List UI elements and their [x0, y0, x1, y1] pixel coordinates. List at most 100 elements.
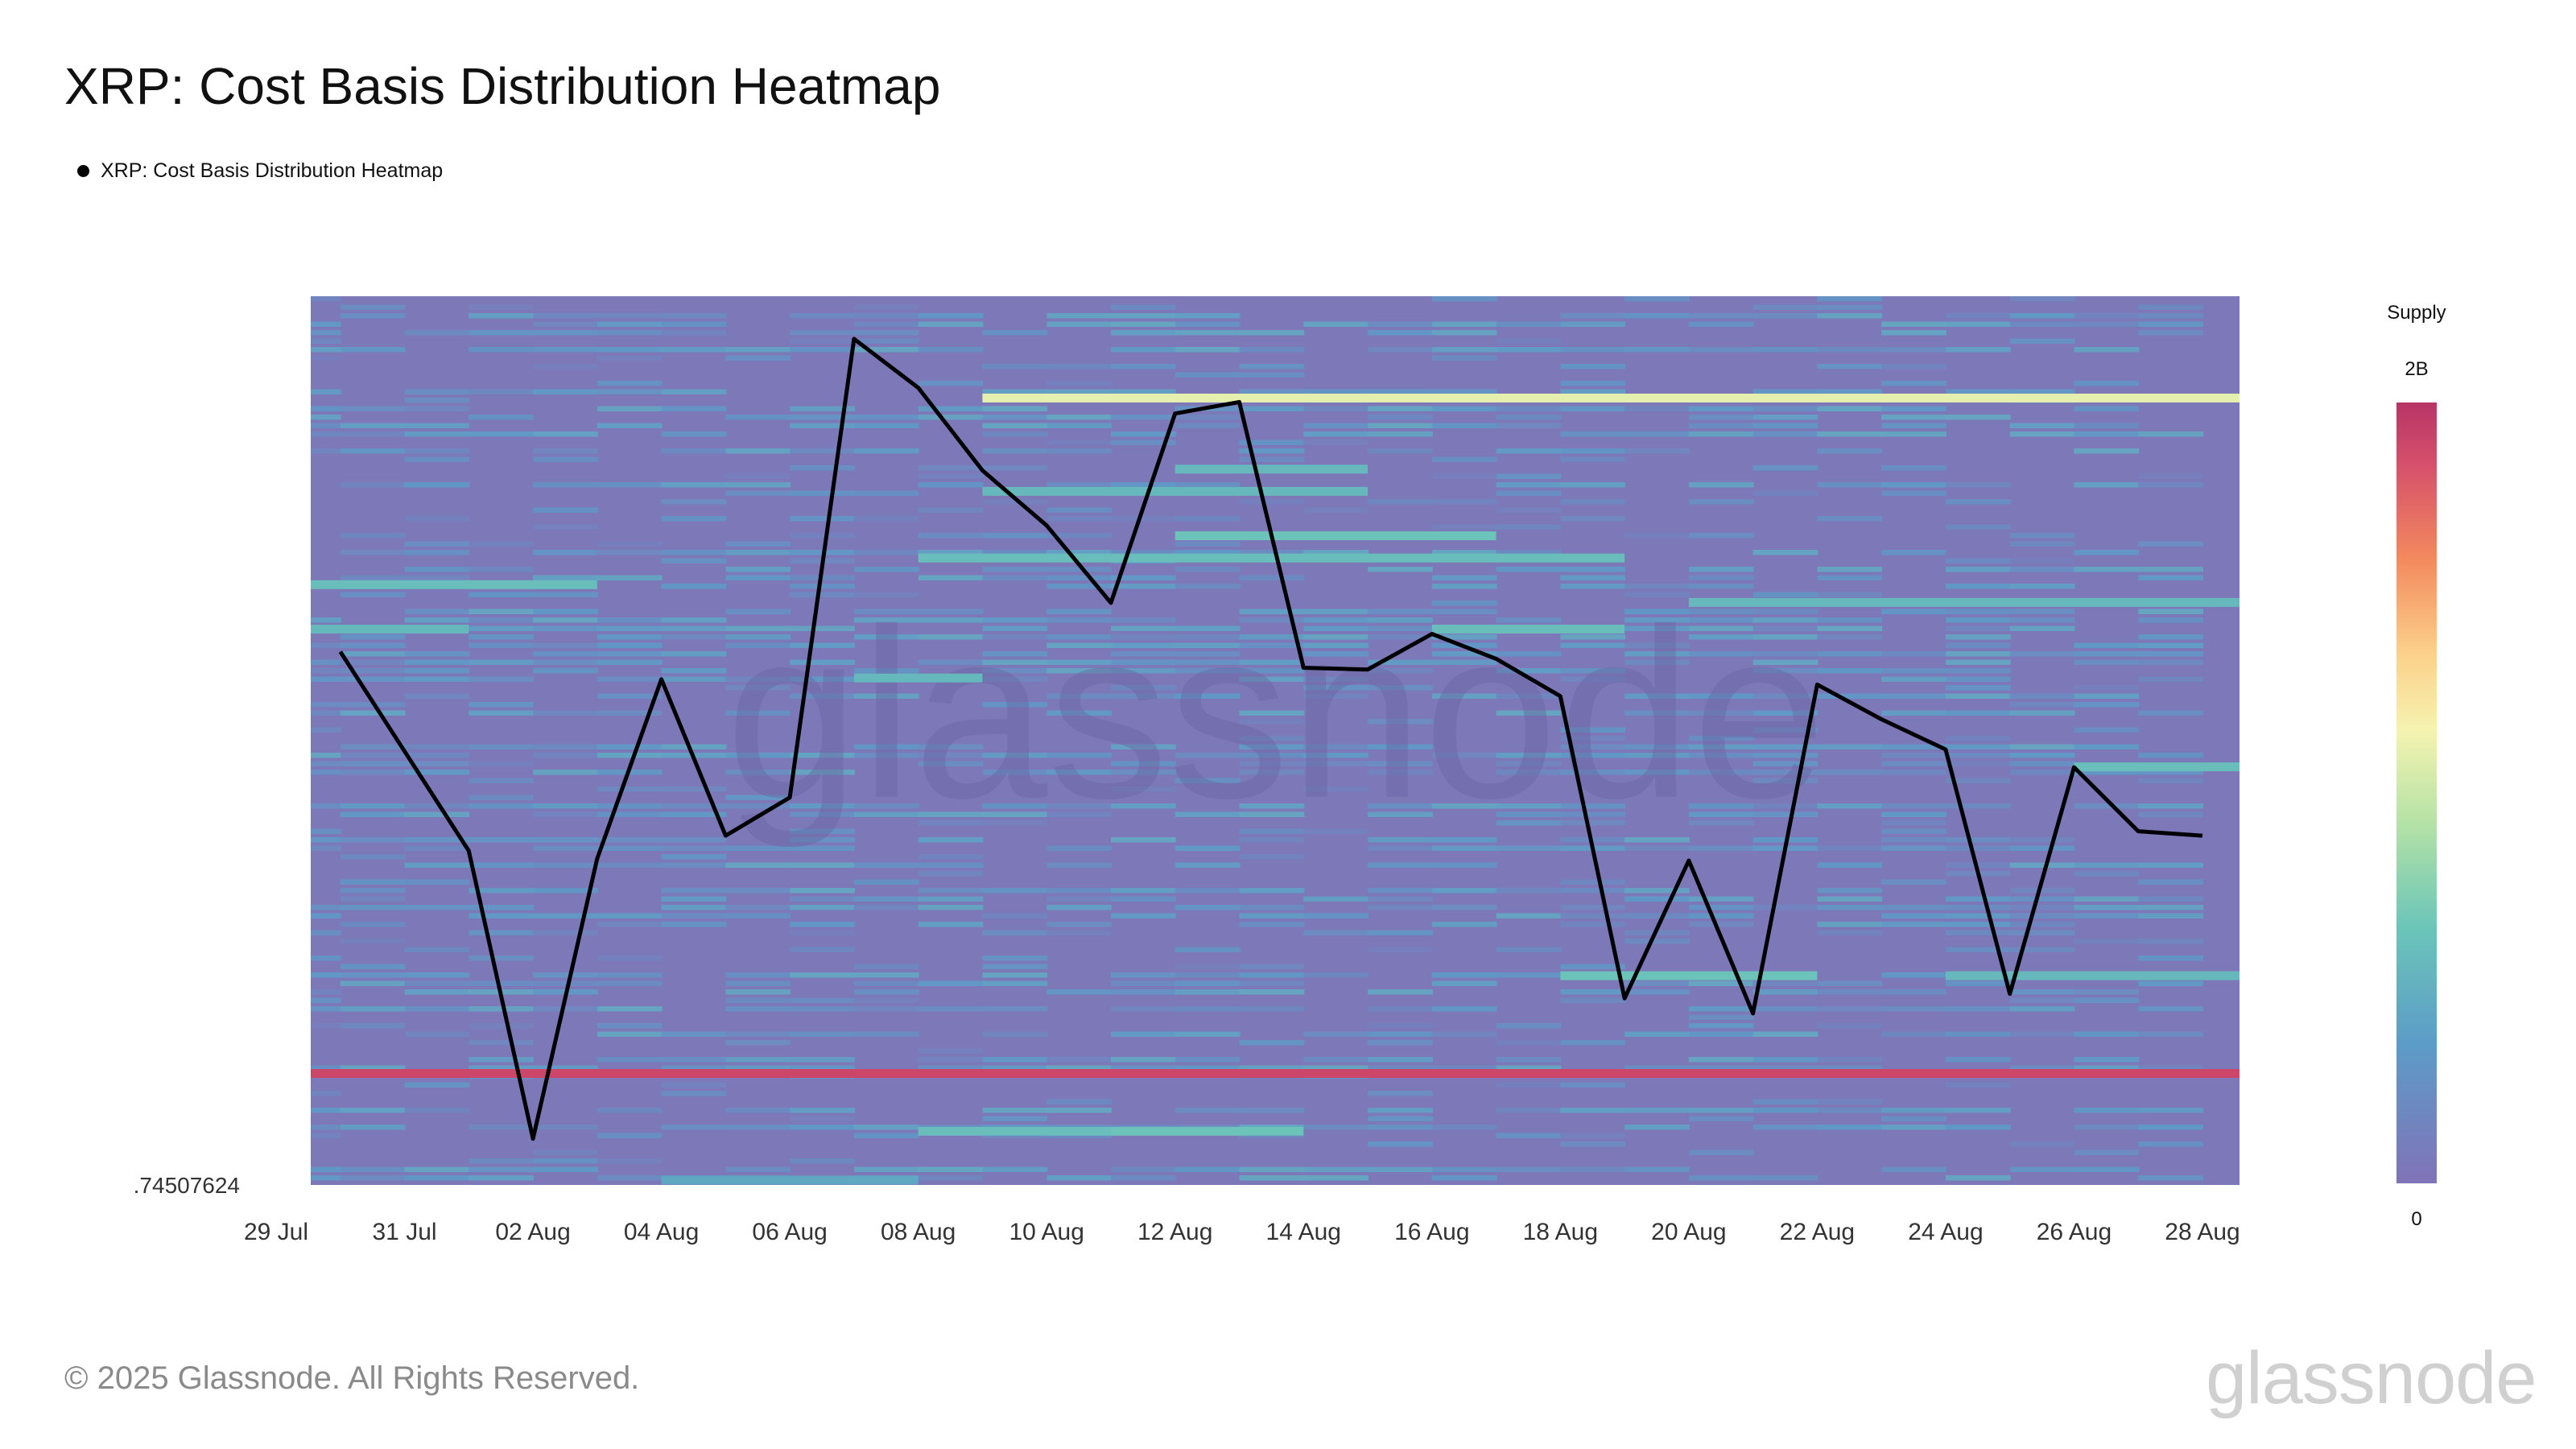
heatmap-cell: [533, 550, 598, 555]
heatmap-cell: [2138, 1006, 2203, 1012]
heatmap-cell: [2074, 482, 2140, 488]
heatmap-cell: [1303, 321, 1369, 328]
heatmap-cell: [982, 415, 1048, 420]
heatmap-cell: [1945, 347, 2011, 353]
heatmap-cell: [1368, 321, 1433, 328]
heatmap-cell: [1624, 1031, 1690, 1038]
heatmap-cell: [311, 355, 341, 361]
heatmap-cell: [1368, 1057, 1433, 1063]
heatmap-cell: [790, 516, 855, 522]
heatmap-cell: [1046, 1099, 1112, 1105]
heatmap-cell: [1431, 389, 1497, 395]
heatmap-cell: [853, 980, 919, 987]
heatmap-cell: [1046, 905, 1112, 910]
heatmap-cell: [1303, 423, 1369, 429]
heatmap-cell: [1496, 406, 1562, 412]
heatmap-cell: [790, 1057, 855, 1063]
heatmap-cell: [1110, 786, 1176, 792]
footer-copyright: © 2025 Glassnode. All Rights Reserved.: [64, 1360, 640, 1396]
heatmap-cell: [982, 668, 1048, 674]
heatmap-cell: [311, 1065, 341, 1071]
heatmap-cell: [1239, 744, 1305, 750]
heatmap-cell: [533, 364, 598, 369]
heatmap-cell: [597, 956, 663, 961]
heatmap-cell: [2074, 423, 2140, 429]
heatmap-cell: [790, 1031, 855, 1038]
heatmap-cell: [1496, 1166, 1562, 1173]
heatmap-cell: [311, 972, 341, 978]
heatmap-cell: [1368, 330, 1433, 336]
x-tick-label: 24 Aug: [1908, 1219, 1983, 1245]
heatmap-cell: [1431, 355, 1497, 361]
heatmap-cell: [853, 304, 919, 311]
heatmap-cell: [1046, 1175, 1112, 1181]
heatmap-cell: [853, 321, 919, 328]
heatmap-band: [1174, 464, 1368, 474]
heatmap-cell: [725, 1065, 791, 1071]
heatmap-cell: [1303, 1057, 1369, 1063]
heatmap-cell: [853, 617, 919, 623]
heatmap-cell: [2009, 947, 2075, 953]
heatmap-cell: [1496, 1023, 1562, 1029]
heatmap-cell: [1431, 524, 1497, 530]
heatmap-cell: [340, 406, 406, 412]
heatmap-cell: [790, 415, 855, 420]
heatmap-cell: [1560, 1040, 1626, 1046]
heatmap-cell: [533, 930, 598, 936]
heatmap-cell: [404, 617, 470, 623]
heatmap-cell: [469, 980, 535, 987]
heatmap-cell: [853, 550, 919, 555]
heatmap-cell: [1881, 837, 1946, 843]
heatmap-cell: [1560, 964, 1626, 970]
heatmap-cell: [1110, 972, 1176, 978]
heatmap-cell: [1817, 693, 1883, 700]
heatmap-cell: [1560, 811, 1626, 818]
heatmap-cell: [1239, 811, 1305, 818]
legend[interactable]: XRP: Cost Basis Distribution Heatmap: [77, 159, 443, 183]
heatmap-cell: [1624, 1108, 1690, 1113]
heatmap-cell: [2009, 625, 2075, 632]
heatmap-cell: [1046, 1108, 1112, 1113]
heatmap-cell: [1110, 659, 1176, 666]
heatmap-cell: [918, 609, 984, 615]
heatmap-cell: [790, 423, 855, 429]
heatmap-cell: [1881, 668, 1946, 674]
heatmap-cell: [1110, 744, 1176, 750]
heatmap-cell: [790, 659, 855, 666]
heatmap-cell: [2138, 482, 2203, 488]
heatmap-cell: [533, 651, 598, 657]
heatmap-cell: [1239, 676, 1305, 683]
heatmap-cell: [404, 398, 470, 403]
heatmap-cell: [790, 888, 855, 894]
heatmap-cell: [853, 693, 919, 700]
heatmap-band: [311, 1069, 2240, 1078]
heatmap-cell: [533, 803, 598, 809]
heatmap-cell: [1688, 922, 1754, 927]
heatmap-cell: [1624, 533, 1690, 539]
heatmap-cell: [1046, 693, 1112, 700]
heatmap-cell: [982, 972, 1048, 978]
heatmap-cell: [597, 803, 663, 809]
heatmap-cell: [1046, 1057, 1112, 1063]
heatmap-cell: [1688, 1065, 1754, 1071]
price-line[interactable]: [338, 336, 2203, 1141]
glassnode-logo[interactable]: glassnode: [2206, 1337, 2537, 1419]
heatmap-cell: [725, 1125, 791, 1130]
heatmap-cell: [1945, 499, 2011, 505]
heatmap-cell: [2074, 939, 2140, 944]
heatmap-cell: [2138, 659, 2203, 666]
heatmap-band: [1174, 531, 1496, 541]
heatmap-cell: [1881, 651, 1946, 657]
heatmap-cell: [853, 347, 919, 353]
heatmap-cell: [469, 415, 535, 420]
heatmap-cell: [404, 423, 470, 429]
heatmap-cell: [1496, 423, 1562, 429]
heatmap-cell: [533, 862, 598, 869]
heatmap-cell: [340, 676, 406, 683]
heatmap-cell: [469, 642, 535, 649]
heatmap-cell: [311, 1006, 341, 1012]
heatmap-cell: [1881, 347, 1946, 353]
heatmap-cell: [1496, 1108, 1562, 1113]
heatmap-cell: [1752, 744, 1818, 750]
